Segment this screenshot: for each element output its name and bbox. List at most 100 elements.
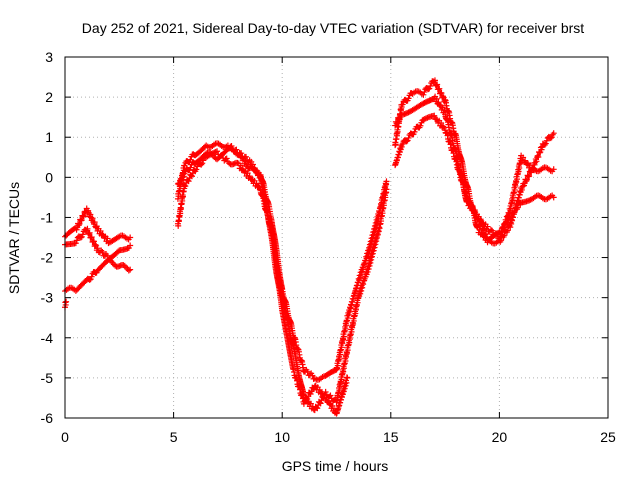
data-point	[373, 238, 380, 245]
data-point	[314, 405, 321, 412]
data-point	[364, 252, 371, 259]
data-point	[223, 155, 230, 162]
series-track-1	[62, 205, 134, 247]
data-point	[431, 77, 438, 84]
data-point	[482, 230, 489, 237]
data-point	[498, 237, 505, 244]
data-point	[342, 358, 349, 365]
data-point	[249, 161, 256, 168]
data-point	[465, 195, 472, 202]
data-point	[193, 166, 200, 173]
data-point	[425, 86, 432, 93]
x-tick-label: 20	[492, 429, 508, 445]
x-tick-label: 0	[61, 429, 69, 445]
data-point	[180, 173, 187, 180]
data-point	[127, 234, 134, 241]
data-point	[369, 253, 376, 260]
data-point	[420, 91, 427, 98]
data-point	[404, 110, 411, 117]
data-point	[439, 93, 446, 100]
data-point	[438, 90, 445, 97]
data-point	[541, 141, 548, 148]
data-point	[365, 265, 372, 272]
y-tick-label: -5	[41, 370, 54, 386]
data-point	[357, 274, 364, 281]
data-point	[354, 299, 361, 306]
data-point	[304, 395, 311, 402]
data-point	[532, 159, 539, 166]
data-point	[341, 385, 348, 392]
data-point	[475, 215, 482, 222]
data-point	[487, 226, 494, 233]
data-point	[87, 211, 94, 218]
y-tick-label: 1	[45, 129, 53, 145]
data-point	[214, 148, 221, 155]
data-point	[348, 328, 355, 335]
data-point	[530, 165, 537, 172]
data-point	[504, 227, 511, 234]
data-point	[433, 82, 440, 89]
data-point	[515, 168, 522, 175]
data-point	[89, 215, 96, 222]
data-point	[421, 89, 428, 96]
data-point	[127, 266, 134, 273]
data-point	[78, 217, 85, 224]
data-point	[323, 394, 330, 401]
data-point	[405, 134, 412, 141]
data-point	[484, 223, 491, 230]
data-point	[524, 161, 531, 168]
data-point	[181, 170, 188, 177]
data-point	[434, 81, 441, 88]
data-point	[550, 194, 557, 201]
data-point	[436, 85, 443, 92]
data-point	[310, 386, 317, 393]
data-point	[346, 339, 353, 346]
data-point	[91, 219, 98, 226]
data-point	[230, 161, 237, 168]
data-point	[365, 249, 372, 256]
data-point	[469, 203, 476, 210]
data-point	[363, 255, 370, 262]
y-tick-label: -4	[41, 330, 54, 346]
data-point	[523, 176, 530, 183]
data-point	[311, 383, 318, 390]
data-point	[358, 287, 365, 294]
data-point	[526, 173, 533, 180]
data-point	[538, 146, 545, 153]
data-point	[336, 354, 343, 361]
y-tick-label: -6	[41, 410, 54, 426]
data-point	[307, 391, 314, 398]
data-point	[394, 119, 401, 126]
data-point	[420, 116, 427, 123]
data-point	[511, 186, 518, 193]
data-point	[116, 263, 123, 270]
x-tick-label: 5	[170, 429, 178, 445]
data-point	[352, 310, 359, 317]
data-point	[309, 372, 316, 379]
data-layer	[62, 77, 557, 417]
data-point	[92, 241, 99, 248]
data-point	[187, 164, 194, 171]
data-point	[338, 344, 345, 351]
y-axis-label: SDTVAR / TECUs	[6, 182, 22, 294]
data-point	[421, 115, 428, 122]
data-point	[398, 143, 405, 150]
x-tick-label: 10	[274, 429, 290, 445]
data-point	[370, 247, 377, 254]
data-point	[72, 240, 79, 247]
data-point	[344, 349, 351, 356]
data-point	[181, 162, 188, 169]
data-point	[342, 325, 349, 332]
series-track-3	[62, 256, 134, 295]
data-point	[125, 267, 132, 274]
data-point	[243, 153, 249, 160]
data-point	[94, 245, 101, 252]
data-point	[372, 241, 379, 248]
data-point	[253, 180, 260, 187]
series-track-4	[62, 298, 70, 311]
data-point	[403, 138, 410, 145]
data-point	[550, 166, 557, 173]
data-point	[316, 386, 323, 393]
data-point	[85, 231, 92, 238]
data-point	[411, 128, 418, 135]
